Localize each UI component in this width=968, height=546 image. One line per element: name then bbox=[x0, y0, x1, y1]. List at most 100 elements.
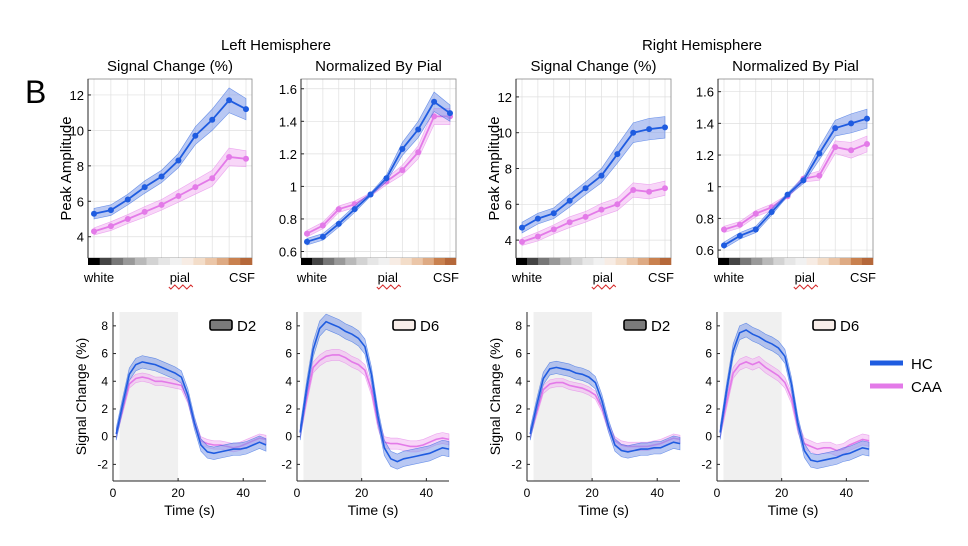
data-point-hc bbox=[550, 210, 557, 217]
depth-gradient-cell bbox=[111, 258, 124, 265]
depth-gradient-cell bbox=[751, 258, 763, 265]
x-tick-label: 0 bbox=[714, 486, 721, 500]
y-tick-label: -2 bbox=[701, 457, 712, 471]
y-tick-label: 6 bbox=[515, 347, 522, 361]
depth-gradient-cell bbox=[240, 258, 253, 265]
y-tick-label: 12 bbox=[70, 88, 84, 103]
stimulus-shading bbox=[533, 312, 593, 481]
depth-gradient-cell bbox=[400, 258, 413, 265]
depth-tag-label: D2 bbox=[237, 318, 256, 335]
y-tick-label: 10 bbox=[498, 126, 512, 141]
y-tick-label: 0 bbox=[285, 430, 292, 444]
data-point-caa bbox=[124, 216, 131, 223]
depth-gradient-cell bbox=[158, 258, 171, 265]
data-point-caa bbox=[158, 201, 165, 208]
depth-gradient-cell bbox=[367, 258, 379, 265]
y-tick-label: -2 bbox=[281, 457, 292, 471]
data-point-hc bbox=[124, 196, 131, 203]
data-point-caa bbox=[848, 147, 855, 154]
x-tick-label: 20 bbox=[585, 486, 599, 500]
data-point-hc bbox=[91, 210, 97, 217]
data-point-caa bbox=[319, 222, 326, 229]
data-point-caa bbox=[141, 208, 148, 215]
data-point-hc bbox=[383, 175, 390, 182]
y-tick-label: 4 bbox=[515, 374, 522, 388]
series-line-hc bbox=[723, 117, 868, 247]
data-point-hc bbox=[141, 184, 148, 191]
data-point-caa bbox=[304, 230, 310, 237]
depth-gradient-cell bbox=[582, 258, 594, 265]
stimulus-shading bbox=[119, 312, 179, 481]
data-point-caa bbox=[431, 113, 438, 120]
depth-gradient-cell bbox=[839, 258, 852, 265]
depth-gradient-cell bbox=[718, 258, 730, 265]
depth-gradient-cell bbox=[146, 258, 159, 265]
depth-gradient-cell bbox=[740, 258, 752, 265]
data-point-hc bbox=[304, 238, 310, 245]
depth-gradient-cell bbox=[637, 258, 650, 265]
depth-label-csf: CSF bbox=[648, 270, 674, 285]
data-point-caa bbox=[209, 175, 216, 182]
data-point-hc bbox=[848, 120, 855, 127]
x-tick-label: 0 bbox=[524, 486, 531, 500]
series-line-hc bbox=[521, 126, 666, 229]
x-axis-label: Time (s) bbox=[768, 502, 819, 518]
data-point-caa bbox=[335, 206, 342, 213]
depth-gradient-cell bbox=[389, 258, 401, 265]
panel-title: Signal Change (%) bbox=[531, 58, 657, 75]
data-point-caa bbox=[646, 188, 653, 195]
depth-gradient-cell bbox=[345, 258, 357, 265]
data-point-hc bbox=[832, 125, 839, 132]
depth-gradient-cell bbox=[648, 258, 661, 265]
data-point-hc bbox=[736, 232, 743, 239]
data-point-hc bbox=[175, 157, 182, 164]
depth-tag-label: D6 bbox=[420, 318, 439, 335]
depth-gradient-cell bbox=[411, 258, 424, 265]
depth-profile-panel-1: 4 6 8 10 12 Signal Change (%) Peak Amplitude wh… bbox=[58, 58, 255, 290]
data-point-caa bbox=[519, 238, 525, 245]
series-line-caa bbox=[299, 354, 450, 448]
depth-label-pial: pial bbox=[593, 270, 613, 285]
y-tick-label: 2 bbox=[101, 402, 108, 416]
data-point-caa bbox=[91, 228, 97, 235]
depth-tag-label: D6 bbox=[840, 318, 859, 335]
y-tick-label: 6 bbox=[101, 347, 108, 361]
depth-gradient-cell bbox=[205, 258, 218, 265]
timecourse-panel-3: -2 0 2 4 6 8 0 20 40 Time (s) Signal Change (%) D2 bbox=[487, 312, 681, 518]
x-tick-label: 40 bbox=[237, 486, 251, 500]
data-point-caa bbox=[175, 192, 182, 199]
spellcheck-underline bbox=[168, 284, 194, 290]
y-tick-label: 8 bbox=[705, 319, 712, 333]
panel-letter: B bbox=[25, 74, 46, 110]
data-point-hc bbox=[209, 116, 216, 123]
data-point-hc bbox=[519, 224, 525, 231]
y-tick-label: 0 bbox=[515, 430, 522, 444]
y-tick-label: 4 bbox=[77, 230, 84, 245]
timecourse-panel-1: -2 0 2 4 6 8 0 20 40 Time (s) Signal Change (%) D2 bbox=[73, 312, 267, 518]
y-axis-label: Signal Change (%) bbox=[73, 338, 89, 456]
depth-gradient-cell bbox=[193, 258, 206, 265]
data-point-hc bbox=[721, 242, 727, 249]
depth-label-white: white bbox=[511, 270, 542, 285]
y-tick-label: 8 bbox=[515, 319, 522, 333]
x-tick-label: 20 bbox=[355, 486, 369, 500]
depth-gradient-cell bbox=[181, 258, 194, 265]
depth-gradient-cell bbox=[659, 258, 672, 265]
y-tick-label: 4 bbox=[285, 374, 292, 388]
y-tick-label: 6 bbox=[77, 194, 84, 209]
depth-gradient-cell bbox=[99, 258, 112, 265]
error-band-hc bbox=[723, 108, 868, 250]
data-point-caa bbox=[399, 167, 406, 174]
depth-gradient-cell bbox=[626, 258, 639, 265]
y-tick-label: 1.6 bbox=[279, 82, 297, 97]
y-tick-label: 0 bbox=[705, 430, 712, 444]
x-tick-label: 0 bbox=[110, 486, 117, 500]
error-band-hc bbox=[306, 91, 451, 246]
series-line-hc bbox=[719, 329, 870, 463]
depth-gradient-cell bbox=[861, 258, 874, 265]
data-point-hc bbox=[226, 97, 233, 104]
data-point-hc bbox=[367, 191, 374, 198]
hemisphere-title-left: Left Hemisphere bbox=[221, 37, 331, 54]
y-tick-label: 1.4 bbox=[279, 114, 297, 129]
